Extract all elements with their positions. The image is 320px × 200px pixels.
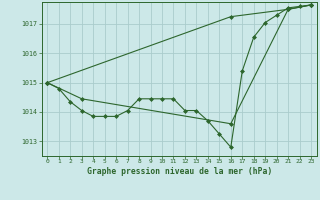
X-axis label: Graphe pression niveau de la mer (hPa): Graphe pression niveau de la mer (hPa) [87,167,272,176]
